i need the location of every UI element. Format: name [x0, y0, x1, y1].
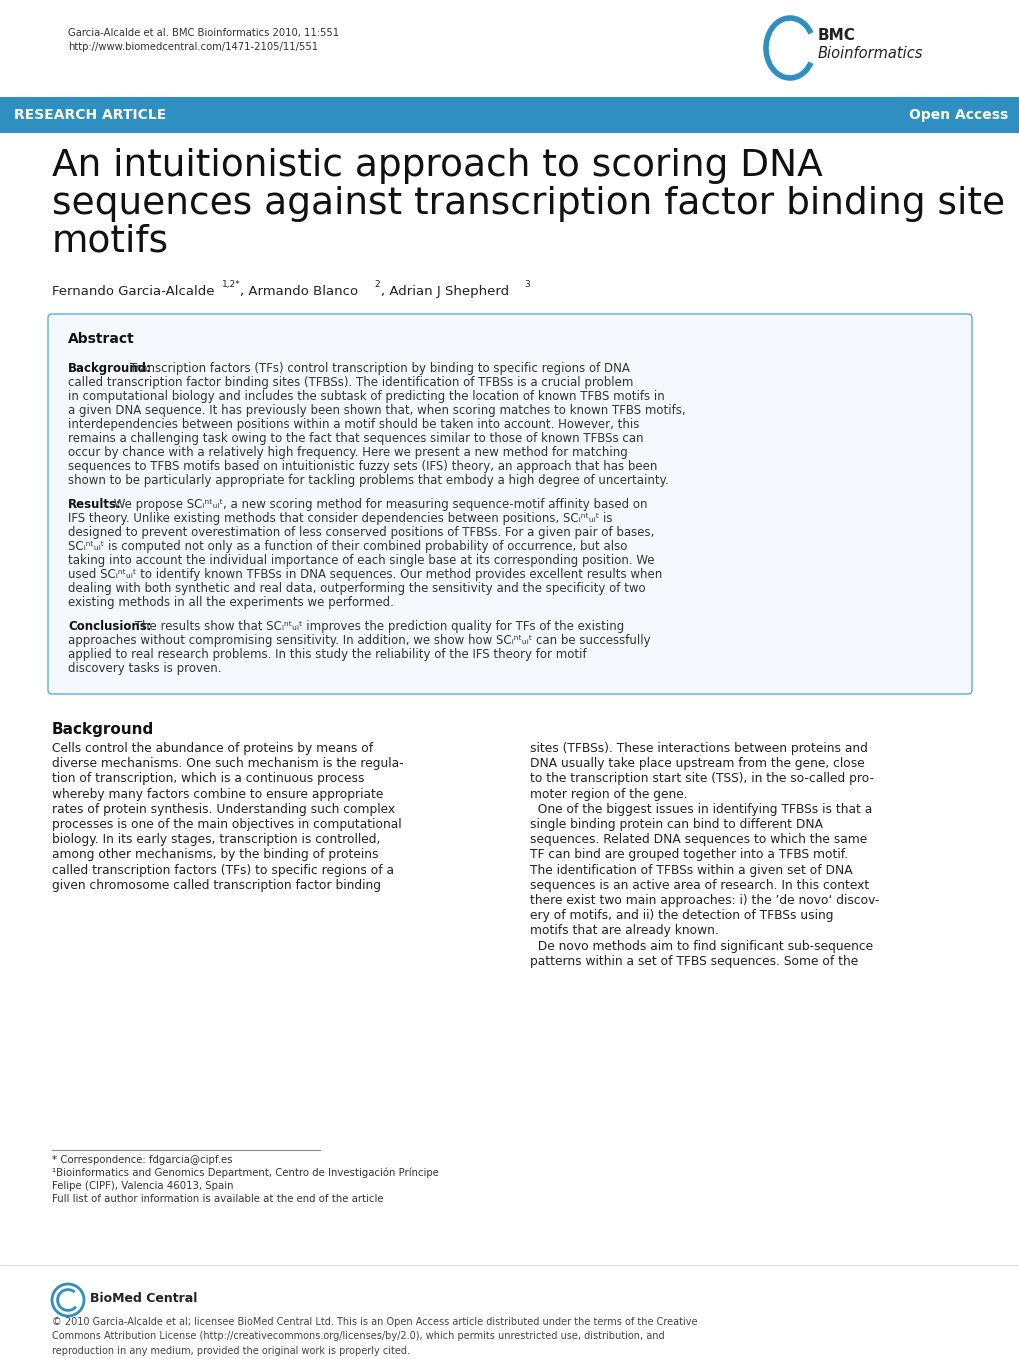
Text: The identification of TFBSs within a given set of DNA: The identification of TFBSs within a giv… — [530, 863, 852, 877]
Text: ery of motifs, and ii) the detection of TFBSs using: ery of motifs, and ii) the detection of … — [530, 909, 833, 923]
Text: to the transcription start site (TSS), in the so-called pro-: to the transcription start site (TSS), i… — [530, 772, 873, 786]
Bar — [0, 96, 1019, 133]
Text: 3: 3 — [524, 280, 529, 289]
Text: sequences against transcription factor binding site: sequences against transcription factor b… — [52, 186, 1004, 222]
Text: sites (TFBSs). These interactions between proteins and: sites (TFBSs). These interactions betwee… — [530, 742, 867, 756]
Text: shown to be particularly appropriate for tackling problems that embody a high de: shown to be particularly appropriate for… — [68, 474, 668, 487]
FancyBboxPatch shape — [48, 314, 971, 694]
Text: occur by chance with a relatively high frequency. Here we present a new method f: occur by chance with a relatively high f… — [68, 446, 627, 459]
Text: An intuitionistic approach to scoring DNA: An intuitionistic approach to scoring DN… — [52, 148, 822, 183]
Text: sequences is an active area of research. In this context: sequences is an active area of research.… — [530, 879, 868, 892]
Text: motifs: motifs — [52, 224, 169, 260]
Text: motifs that are already known.: motifs that are already known. — [530, 924, 718, 938]
Text: SCᵢⁿᵗᵤᵢᵗ is computed not only as a function of their combined probability of occ: SCᵢⁿᵗᵤᵢᵗ is computed not only as a funct… — [68, 540, 627, 553]
Text: DNA usually take place upstream from the gene, close: DNA usually take place upstream from the… — [530, 757, 864, 771]
Text: Results:: Results: — [68, 497, 121, 511]
Text: 1,2*: 1,2* — [222, 280, 240, 289]
Text: existing methods in all the experiments we performed.: existing methods in all the experiments … — [68, 597, 393, 609]
Text: Garcia-Alcalde et al. BMC Bioinformatics 2010, 11:551: Garcia-Alcalde et al. BMC Bioinformatics… — [68, 29, 338, 38]
Text: 2: 2 — [374, 280, 379, 289]
Text: discovery tasks is proven.: discovery tasks is proven. — [68, 662, 221, 675]
Text: Abstract: Abstract — [68, 332, 135, 347]
Text: approaches without compromising sensitivity. In addition, we show how SCᵢⁿᵗᵤᵢᵗ c: approaches without compromising sensitiv… — [68, 635, 650, 647]
Text: Background:: Background: — [68, 361, 152, 375]
Text: moter region of the gene.: moter region of the gene. — [530, 788, 687, 800]
Text: Full list of author information is available at the end of the article: Full list of author information is avail… — [52, 1195, 383, 1204]
Bar — [0, 1265, 1019, 1359]
Text: Bioinformatics: Bioinformatics — [817, 46, 922, 61]
Text: Open Access: Open Access — [908, 107, 1007, 122]
Text: called transcription factor binding sites (TFBSs). The identification of TFBSs i: called transcription factor binding site… — [68, 376, 633, 389]
Text: BioMed Central: BioMed Central — [90, 1292, 198, 1305]
Text: a given DNA sequence. It has previously been shown that, when scoring matches to: a given DNA sequence. It has previously … — [68, 404, 685, 417]
Text: diverse mechanisms. One such mechanism is the regula-: diverse mechanisms. One such mechanism i… — [52, 757, 404, 771]
Text: , Adrian J Shepherd: , Adrian J Shepherd — [381, 285, 508, 298]
Text: Transcription factors (TFs) control transcription by binding to specific regions: Transcription factors (TFs) control tran… — [126, 361, 629, 375]
Text: * Correspondence: fdgarcia@cipf.es: * Correspondence: fdgarcia@cipf.es — [52, 1155, 232, 1165]
Text: Felipe (CIPF), Valencia 46013, Spain: Felipe (CIPF), Valencia 46013, Spain — [52, 1181, 233, 1190]
Text: dealing with both synthetic and real data, outperforming the sensitivity and the: dealing with both synthetic and real dat… — [68, 582, 645, 595]
Text: among other mechanisms, by the binding of proteins: among other mechanisms, by the binding o… — [52, 848, 378, 862]
Text: De novo methods aim to find significant sub-sequence: De novo methods aim to find significant … — [530, 939, 872, 953]
Text: processes is one of the main objectives in computational: processes is one of the main objectives … — [52, 818, 401, 830]
Text: called transcription factors (TFs) to specific regions of a: called transcription factors (TFs) to sp… — [52, 863, 393, 877]
Text: used SCᵢⁿᵗᵤᵢᵗ to identify known TFBSs in DNA sequences. Our method provides exce: used SCᵢⁿᵗᵤᵢᵗ to identify known TFBSs in… — [68, 568, 661, 582]
Text: remains a challenging task owing to the fact that sequences similar to those of : remains a challenging task owing to the … — [68, 432, 643, 444]
Text: designed to prevent overestimation of less conserved positions of TFBSs. For a g: designed to prevent overestimation of le… — [68, 526, 654, 540]
Text: rates of protein synthesis. Understanding such complex: rates of protein synthesis. Understandin… — [52, 803, 394, 815]
Text: single binding protein can bind to different DNA: single binding protein can bind to diffe… — [530, 818, 822, 830]
Text: taking into account the individual importance of each single base at its corresp: taking into account the individual impor… — [68, 554, 654, 567]
Text: biology. In its early stages, transcription is controlled,: biology. In its early stages, transcript… — [52, 833, 380, 847]
Text: BMC: BMC — [817, 29, 855, 43]
Text: interdependencies between positions within a motif should be taken into account.: interdependencies between positions with… — [68, 419, 639, 431]
Text: Fernando Garcia-Alcalde: Fernando Garcia-Alcalde — [52, 285, 214, 298]
Text: Conclusions:: Conclusions: — [68, 620, 152, 633]
Text: Cells control the abundance of proteins by means of: Cells control the abundance of proteins … — [52, 742, 373, 756]
Text: RESEARCH ARTICLE: RESEARCH ARTICLE — [14, 107, 166, 122]
Text: One of the biggest issues in identifying TFBSs is that a: One of the biggest issues in identifying… — [530, 803, 871, 815]
Text: IFS theory. Unlike existing methods that consider dependencies between positions: IFS theory. Unlike existing methods that… — [68, 512, 611, 525]
Text: tion of transcription, which is a continuous process: tion of transcription, which is a contin… — [52, 772, 364, 786]
Text: © 2010 Garcia-Alcalde et al; licensee BioMed Central Ltd. This is an Open Access: © 2010 Garcia-Alcalde et al; licensee Bi… — [52, 1317, 697, 1356]
Text: TF can bind are grouped together into a TFBS motif.: TF can bind are grouped together into a … — [530, 848, 847, 862]
Text: ¹Bioinformatics and Genomics Department, Centro de Investigación Príncipe: ¹Bioinformatics and Genomics Department,… — [52, 1167, 438, 1178]
Text: , Armando Blanco: , Armando Blanco — [239, 285, 358, 298]
Text: sequences to TFBS motifs based on intuitionistic fuzzy sets (IFS) theory, an app: sequences to TFBS motifs based on intuit… — [68, 459, 656, 473]
Text: The results show that SCᵢⁿᵗᵤᵢᵗ improves the prediction quality for TFs of the ex: The results show that SCᵢⁿᵗᵤᵢᵗ improves … — [131, 620, 624, 633]
Text: applied to real research problems. In this study the reliability of the IFS theo: applied to real research problems. In th… — [68, 648, 586, 660]
Text: Background: Background — [52, 722, 154, 737]
Text: there exist two main approaches: i) the ’de novo‘ discov-: there exist two main approaches: i) the … — [530, 894, 878, 906]
Text: sequences. Related DNA sequences to which the same: sequences. Related DNA sequences to whic… — [530, 833, 866, 847]
Text: whereby many factors combine to ensure appropriate: whereby many factors combine to ensure a… — [52, 788, 383, 800]
Text: We propose SCᵢⁿᵗᵤᵢᵗ, a new scoring method for measuring sequence-motif affinity : We propose SCᵢⁿᵗᵤᵢᵗ, a new scoring metho… — [110, 497, 647, 511]
Text: given chromosome called transcription factor binding: given chromosome called transcription fa… — [52, 879, 381, 892]
Text: http://www.biomedcentral.com/1471-2105/11/551: http://www.biomedcentral.com/1471-2105/1… — [68, 42, 318, 52]
Text: patterns within a set of TFBS sequences. Some of the: patterns within a set of TFBS sequences.… — [530, 955, 857, 968]
Text: in computational biology and includes the subtask of predicting the location of : in computational biology and includes th… — [68, 390, 664, 404]
